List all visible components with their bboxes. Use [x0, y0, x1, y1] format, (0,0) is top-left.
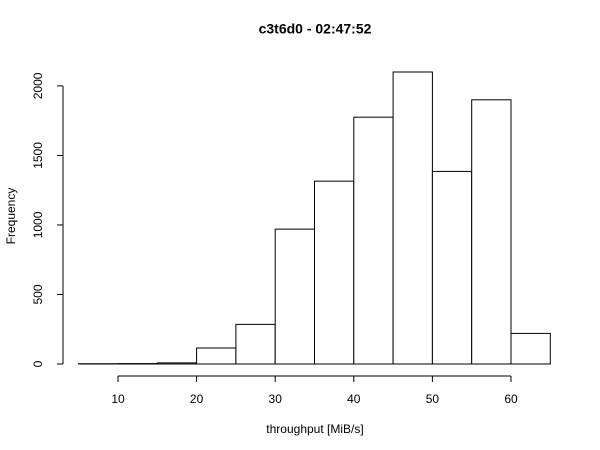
bar — [156, 362, 198, 365]
x-tick-label: 50 — [426, 392, 440, 406]
x-tick-label: 10 — [111, 392, 125, 406]
y-tick-label: 0 — [31, 360, 45, 367]
bar — [510, 332, 551, 365]
bar — [196, 347, 237, 365]
bar — [274, 228, 316, 365]
x-tick-label: 60 — [504, 392, 518, 406]
bar — [431, 170, 473, 365]
y-tick-label: 500 — [31, 284, 45, 304]
y-tick-label: 1500 — [31, 142, 45, 169]
bar — [235, 323, 276, 365]
x-axis-label: throughput [MiB/s] — [266, 422, 363, 436]
y-tick-label: 1000 — [31, 211, 45, 238]
y-axis-label: Frequency — [4, 188, 18, 245]
x-tick-label: 40 — [347, 392, 361, 406]
y-tick-label: 2000 — [31, 72, 45, 99]
bar — [314, 180, 355, 365]
bar — [392, 71, 433, 365]
bar — [471, 99, 512, 365]
chart-title: c3t6d0 - 02:47:52 — [259, 21, 372, 37]
x-tick-label: 30 — [269, 392, 283, 406]
x-tick-label: 20 — [190, 392, 204, 406]
bar — [353, 116, 394, 365]
